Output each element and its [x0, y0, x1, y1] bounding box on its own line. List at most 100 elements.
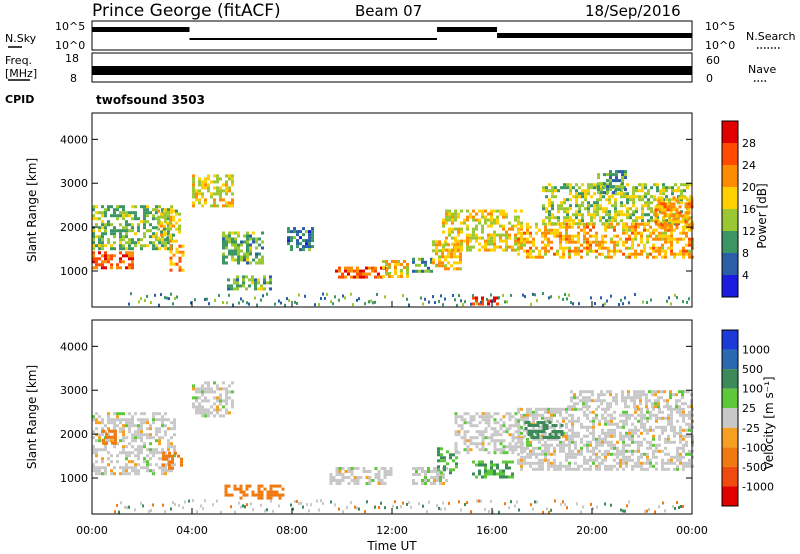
power-cbar-swatch-6 — [722, 253, 738, 275]
x-tick-label-2: 08:00 — [276, 524, 308, 537]
power-ylabel: Slant Range [km] — [25, 158, 39, 262]
vel-cbar-swatch-0 — [722, 330, 738, 350]
power-panel: 1000 2000 3000 4000 Slant Range [km] 28 24 20… — [25, 112, 769, 308]
velocity-colorbar: 1000 500 100 25 -25 -100 -500 -1000 — [721, 329, 774, 507]
vel-marks-region-11 — [524, 421, 564, 439]
frequency-panel: Freq. [MHz] 18 8 60 0 Nave CPID twofsoun… — [5, 52, 776, 107]
vel-cbar-tick-5: -100 — [742, 441, 767, 454]
power-marks-region-9 — [382, 260, 409, 278]
vel-marks-region-6 — [412, 467, 448, 485]
time-xlabel: Time UT — [366, 539, 417, 553]
power-cbar-swatch-7 — [722, 275, 738, 297]
power-marks-region-13 — [472, 296, 499, 306]
frequency-label-line2: [MHz] — [5, 67, 37, 80]
vel-cbar-tick-3: 25 — [742, 402, 756, 415]
noise-segment-2 — [437, 27, 497, 32]
noise-left-label: N.Sky — [5, 32, 37, 45]
vel-cbar-swatch-7 — [722, 466, 738, 487]
vel-cbar-tick-4: -25 — [742, 422, 760, 435]
power-marks-region-1 — [92, 205, 173, 251]
vel-marks-region-0 — [92, 412, 176, 476]
power-marks-region-0 — [92, 251, 134, 270]
frequency-tick-bottom: 8 — [70, 72, 77, 85]
power-cbar-tick-1: 24 — [742, 159, 756, 172]
power-cbar-tick-2: 20 — [742, 181, 756, 194]
vel-marks-region-4 — [224, 484, 285, 500]
vel-axis-tick-label-0: 1000 — [60, 472, 88, 485]
power-cbar-tick-0: 28 — [742, 137, 756, 150]
power-marks-region-8 — [335, 266, 389, 279]
power-marks-region-6 — [227, 275, 272, 291]
power-marks-region-5 — [222, 231, 264, 265]
power-cbar-swatch-1 — [722, 143, 738, 165]
power-cbar-swatch-0 — [722, 121, 738, 143]
vel-cbar-swatch-8 — [722, 486, 738, 506]
vel-cbar-tick-6: -500 — [742, 461, 767, 474]
vel-cbar-frame — [721, 329, 739, 507]
vel-cbar-tick-7: -1000 — [742, 480, 774, 493]
nave-tick-bottom: 0 — [706, 72, 713, 85]
vel-marks-region-12 — [567, 390, 693, 409]
power-marks-region-10 — [412, 257, 439, 273]
power-marks-region-16 — [597, 170, 627, 195]
power-cbar-tick-6: 4 — [742, 269, 749, 282]
vel-axis-tick-label-1: 2000 — [60, 428, 88, 441]
vel-marks-region-10 — [517, 407, 694, 471]
power-axis-tick-label-2: 3000 — [60, 177, 88, 190]
power-cbar-swatch-2 — [722, 165, 738, 187]
power-marks-region-11 — [432, 240, 462, 271]
x-tick-label-0: 00:00 — [76, 524, 108, 537]
power-cbar-swatch-5 — [722, 231, 738, 253]
x-tick-label-4: 16:00 — [476, 524, 508, 537]
vel-cbar-swatch-4 — [722, 408, 738, 428]
noise-segment-1 — [189, 38, 437, 40]
noise-left-tick-top: 10^5 — [55, 20, 85, 33]
power-marks-ground-scatter — [128, 292, 690, 307]
vel-marks-region-1 — [102, 429, 117, 445]
power-axis-tick-label-3: 4000 — [60, 133, 88, 146]
velocity-ylabel: Slant Range [km] — [25, 365, 39, 469]
power-cbar-tick-3: 16 — [742, 203, 756, 216]
nave-tick-top: 60 — [706, 54, 720, 67]
power-cbar-tick-4: 12 — [742, 225, 756, 238]
noise-segment-0 — [92, 27, 190, 32]
vel-cbar-swatch-5 — [722, 427, 738, 448]
velocity-colorbar-label: Velocity [m s⁻¹] — [762, 376, 776, 469]
noise-right-label: N.Search — [746, 30, 796, 43]
vel-marks-region-8 — [454, 412, 524, 455]
velocity-panel: 1000 2000 3000 4000 00:00 04:00 08:00 12:00 16:… — [25, 301, 776, 553]
power-marks-region-14 — [517, 222, 694, 259]
vel-cbar-tick-1: 500 — [742, 363, 763, 376]
noise-panel: N.Sky 10^5 10^0 10^5 10^0 N.Search — [5, 20, 796, 52]
velocity-echoes — [92, 381, 694, 514]
station-title: Prince George (fitACF) — [92, 1, 281, 21]
frequency-trace — [92, 66, 692, 75]
vel-cbar-swatch-1 — [722, 349, 738, 370]
date-label: 18/Sep/2016 — [585, 2, 681, 20]
vel-axis-tick-label-3: 4000 — [60, 340, 88, 353]
power-echoes — [92, 170, 694, 307]
nave-label: Nave — [748, 63, 776, 76]
power-marks-region-2 — [157, 209, 181, 243]
power-marks-region-4 — [192, 174, 234, 208]
vel-cbar-swatch-2 — [722, 369, 738, 389]
power-y-axis: 1000 2000 3000 4000 — [60, 133, 692, 278]
power-colorbar: 28 24 20 16 12 8 4 — [721, 120, 756, 298]
vel-cbar-swatch-3 — [722, 388, 738, 409]
vel-marks-ground-scatter — [114, 499, 684, 514]
vel-marks-region-2 — [162, 451, 183, 470]
power-cbar-tick-5: 8 — [742, 247, 749, 260]
cpid-value: twofsound 3503 — [96, 93, 205, 107]
power-axis-tick-label-1: 2000 — [60, 221, 88, 234]
x-tick-label-3: 12:00 — [376, 524, 408, 537]
power-marks-region-3 — [169, 244, 185, 272]
noise-segment-3 — [497, 33, 692, 38]
vel-marks-region-9 — [472, 460, 514, 479]
vel-cbar-tick-0: 1000 — [742, 344, 770, 357]
power-marks-region-7 — [287, 227, 314, 252]
power-cbar-frame — [721, 120, 739, 298]
vel-marks-region-5 — [329, 467, 393, 485]
vel-cbar-tick-2: 100 — [742, 383, 763, 396]
power-marks-region-12 — [442, 209, 523, 252]
